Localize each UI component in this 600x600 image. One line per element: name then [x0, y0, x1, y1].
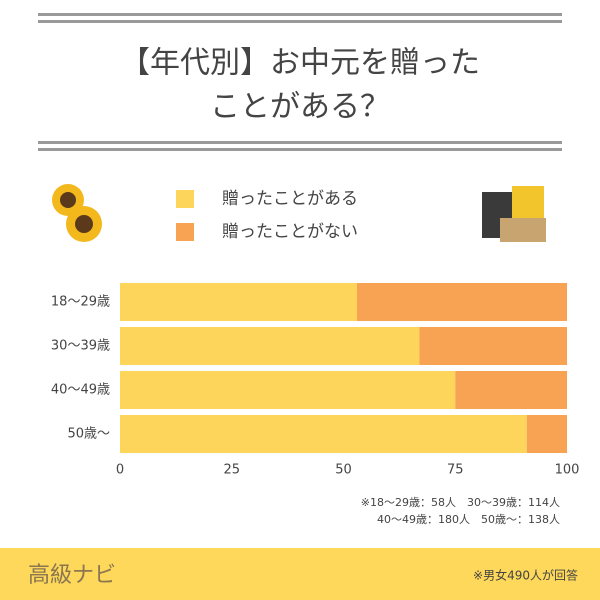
x-tick-label: 100 [555, 463, 580, 478]
bar-segment [120, 415, 527, 453]
bar-segment [120, 283, 357, 321]
legend-label: 贈ったことがある [222, 189, 358, 209]
y-tick-label: 50歳〜 [67, 427, 110, 442]
footer-note: ※男女490人が回答 [473, 568, 578, 583]
brand: 高級ナビ [28, 563, 116, 588]
legend-label: 贈ったことがない [222, 222, 358, 242]
bar-segment [120, 371, 456, 409]
x-tick-label: 25 [223, 463, 240, 478]
y-tick-label: 30〜39歳 [51, 339, 110, 354]
gift-icon [482, 186, 546, 242]
chart-title: ことがある？ [210, 90, 390, 125]
x-tick-label: 50 [335, 463, 352, 478]
legend-swatch [176, 190, 194, 208]
chart-title: 【年代別】お中元を贈った [120, 46, 480, 81]
y-tick-label: 40〜49歳 [51, 383, 110, 398]
footer-band [0, 548, 600, 600]
bar-segment [419, 327, 567, 365]
bar-segment [526, 415, 567, 453]
title-rules [38, 13, 562, 151]
x-tick-label: 75 [447, 463, 464, 478]
y-tick-label: 18〜29歳 [51, 295, 110, 310]
bar-segment [356, 283, 567, 321]
x-tick-label: 0 [116, 463, 124, 478]
bar-segment [455, 371, 567, 409]
legend-swatch [176, 223, 194, 241]
note: ※18〜29歳：58人 30〜39歳：114人 [361, 496, 560, 509]
note: 40〜49歳：180人 50歳〜：138人 [377, 513, 560, 526]
sunflower-icon [52, 184, 102, 242]
bar-segment [120, 327, 420, 365]
